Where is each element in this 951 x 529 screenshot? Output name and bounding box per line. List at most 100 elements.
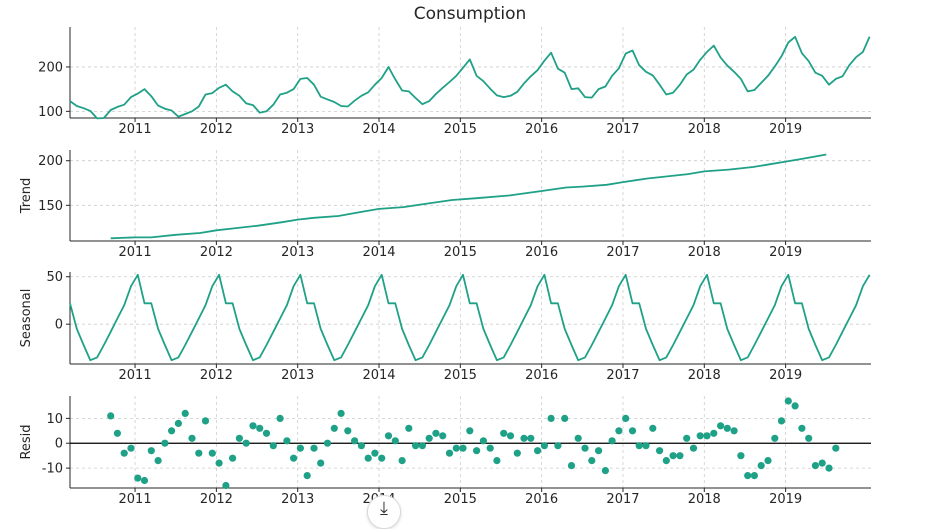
y-axis-title: Resid bbox=[19, 424, 34, 459]
resid-point bbox=[635, 442, 643, 450]
x-tick-label: 2014 bbox=[362, 368, 395, 383]
resid-point bbox=[757, 462, 765, 470]
x-tick-label: 2016 bbox=[525, 245, 558, 260]
resid-point bbox=[181, 409, 189, 417]
resid-point bbox=[256, 424, 264, 432]
resid-point bbox=[432, 429, 440, 437]
resid-point bbox=[127, 444, 135, 452]
x-tick-label: 2013 bbox=[281, 122, 314, 137]
x-tick-label: 2017 bbox=[606, 368, 639, 383]
resid-point bbox=[473, 447, 481, 455]
x-tick-label: 2011 bbox=[119, 492, 152, 507]
resid-point bbox=[581, 444, 589, 452]
resid-point bbox=[120, 449, 128, 457]
resid-point bbox=[642, 442, 650, 450]
resid-point bbox=[317, 459, 325, 467]
decomposition-chart: Consumption 2011 2012 2013 2014 2015 2016 2017… bbox=[19, 4, 871, 507]
resid-point bbox=[710, 429, 718, 437]
x-tick-label: 2017 bbox=[606, 245, 639, 260]
resid-point bbox=[290, 454, 298, 462]
y-tick-label: 200 bbox=[38, 60, 63, 75]
resid-point bbox=[201, 417, 210, 425]
x-tick-label: 2017 bbox=[606, 122, 639, 137]
resid-point bbox=[195, 449, 203, 457]
resid-point bbox=[662, 457, 670, 465]
resid-point bbox=[669, 452, 677, 460]
resid-point bbox=[174, 419, 182, 427]
resid-point bbox=[486, 444, 494, 452]
resid-point bbox=[771, 434, 779, 442]
resid-point bbox=[188, 434, 196, 442]
resid-point bbox=[154, 457, 162, 465]
resid-point bbox=[717, 422, 725, 430]
resid-point bbox=[649, 424, 657, 432]
resid-point bbox=[513, 449, 521, 457]
resid-point bbox=[479, 437, 487, 445]
resid-point bbox=[805, 434, 813, 442]
x-tick-label: 2018 bbox=[688, 492, 721, 507]
x-tick-label: 2011 bbox=[119, 245, 152, 260]
resid-point bbox=[215, 459, 223, 467]
resid-point bbox=[493, 457, 501, 465]
panel-4: 201120122013201420152016201720182019-100… bbox=[19, 396, 871, 507]
resid-point bbox=[777, 417, 786, 425]
x-tick-label: 2012 bbox=[200, 368, 233, 383]
resid-point bbox=[371, 449, 379, 457]
x-tick-label: 2012 bbox=[200, 245, 233, 260]
x-tick-label: 2019 bbox=[769, 368, 802, 383]
resid-point bbox=[222, 481, 230, 490]
y-tick-label: 0 bbox=[55, 318, 63, 333]
resid-point bbox=[134, 474, 142, 482]
resid-point bbox=[744, 472, 752, 480]
resid-point bbox=[595, 447, 603, 455]
resid-point bbox=[107, 412, 115, 420]
resid-point bbox=[242, 439, 250, 447]
resid-point bbox=[798, 424, 806, 432]
resid-point bbox=[296, 444, 304, 452]
series-line bbox=[110, 153, 827, 240]
x-tick-label: 2012 bbox=[200, 492, 233, 507]
resid-point bbox=[764, 457, 772, 465]
resid-point bbox=[384, 432, 393, 440]
resid-point bbox=[391, 437, 399, 445]
resid-point bbox=[262, 429, 271, 437]
resid-point bbox=[628, 427, 637, 435]
y-axis-title: Seasonal bbox=[19, 289, 34, 348]
resid-point bbox=[567, 462, 576, 470]
x-tick-label: 2011 bbox=[119, 122, 152, 137]
y-tick-label: -10 bbox=[42, 462, 63, 477]
resid-point bbox=[378, 454, 386, 462]
y-axis-title: Trend bbox=[19, 178, 34, 215]
x-tick-label: 2011 bbox=[119, 368, 152, 383]
resid-point bbox=[737, 452, 745, 460]
x-tick-label: 2018 bbox=[688, 368, 721, 383]
x-tick-label: 2016 bbox=[525, 368, 558, 383]
x-tick-label: 2013 bbox=[281, 492, 314, 507]
resid-point bbox=[445, 449, 454, 457]
download-button[interactable]: ⤓ bbox=[367, 495, 401, 529]
panel-3: 2011 2012 2013 2014 2015 2016 2017 2018 2019 0 50 S… bbox=[19, 270, 871, 383]
y-tick-label: 10 bbox=[46, 412, 63, 427]
resid-point bbox=[656, 447, 664, 455]
resid-point bbox=[351, 437, 359, 445]
y-tick-label: 100 bbox=[38, 105, 63, 120]
resid-point bbox=[303, 472, 311, 480]
resid-point bbox=[337, 409, 345, 417]
resid-point bbox=[723, 424, 731, 432]
resid-point bbox=[140, 476, 149, 485]
resid-point bbox=[676, 452, 684, 460]
resid-point bbox=[818, 459, 826, 467]
resid-point bbox=[561, 414, 569, 422]
resid-point bbox=[811, 462, 820, 470]
resid-point bbox=[310, 444, 318, 452]
resid-point bbox=[615, 427, 623, 435]
x-tick-label: 2019 bbox=[769, 122, 802, 137]
resid-point bbox=[283, 437, 291, 445]
x-tick-label: 2016 bbox=[525, 492, 558, 507]
resid-point bbox=[459, 444, 467, 452]
resid-point bbox=[540, 442, 549, 450]
y-tick-label: 150 bbox=[38, 199, 63, 214]
series-line bbox=[69, 35, 871, 120]
resid-point bbox=[412, 442, 420, 450]
x-tick-label: 2018 bbox=[688, 122, 721, 137]
